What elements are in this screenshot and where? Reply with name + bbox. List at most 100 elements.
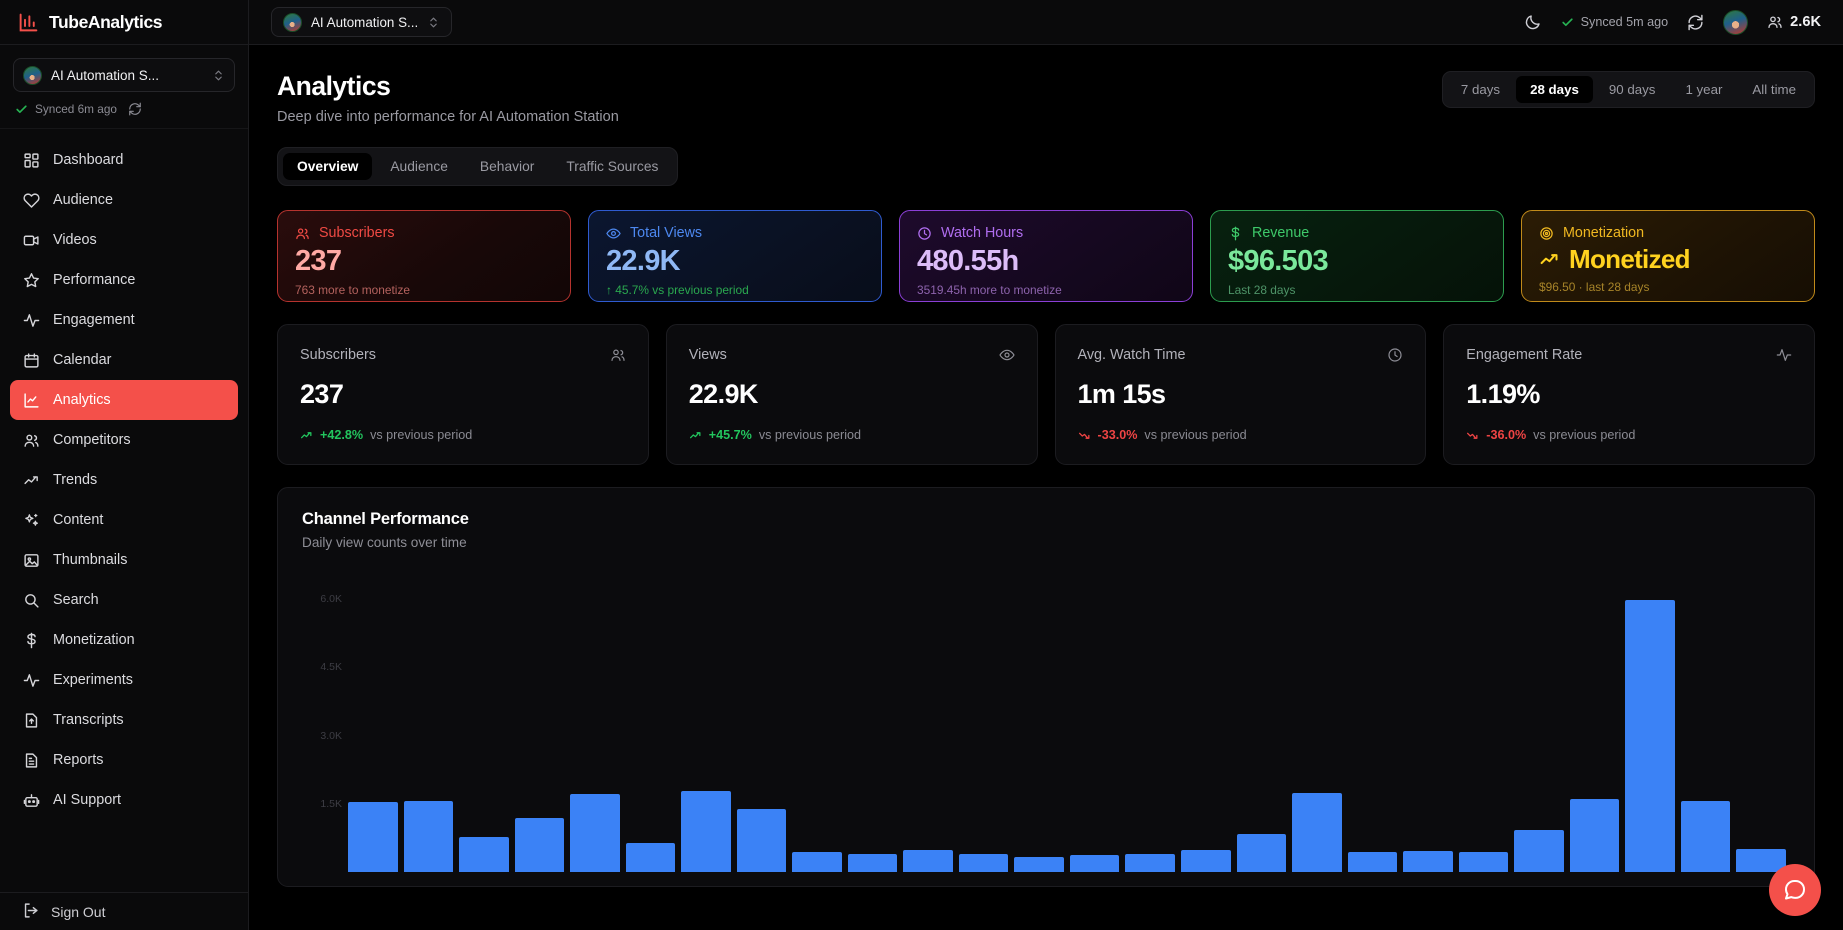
chart-bar[interactable] [570, 793, 620, 872]
sidebar-nav: Dashboard Audience Videos Performance [0, 129, 248, 892]
trending-up-icon [689, 429, 702, 442]
stat-card-delta-note: vs previous period [370, 428, 473, 442]
sidebar-item-engagement[interactable]: Engagement [10, 300, 238, 340]
chart-bar[interactable] [1014, 857, 1064, 872]
range-button-1-year[interactable]: 1 year [1685, 82, 1723, 97]
sidebar-item-transcripts[interactable]: Transcripts [10, 700, 238, 740]
chart-bar[interactable] [1069, 855, 1120, 872]
chart-bar[interactable] [403, 801, 454, 872]
sidebar-item-trends[interactable]: Trends [10, 460, 238, 500]
hero-card-subscribers[interactable]: Subscribers 237 763 more to monetize [277, 210, 571, 302]
stat-card-delta-value: -36.0% [1486, 428, 1527, 442]
chart-bar[interactable] [1625, 600, 1675, 872]
chart-bar[interactable] [958, 854, 1009, 872]
hero-card-total-views[interactable]: Total Views 22.9K ↑ 45.7% vs previous pe… [588, 210, 882, 302]
chart-bar[interactable] [1514, 830, 1564, 872]
channel-avatar [283, 12, 302, 32]
sidebar-item-experiments[interactable]: Experiments [10, 660, 238, 700]
hero-card-revenue[interactable]: Revenue $96.503 Last 28 days [1210, 210, 1504, 302]
stat-card-header: Views [689, 347, 1015, 363]
robot-icon [22, 791, 40, 809]
hero-card-label: Watch Hours [941, 225, 1024, 241]
stat-card-avg-watch-time: Avg. Watch Time 1m 15s -33.0% vs previou… [1054, 324, 1427, 465]
hero-card-label: Revenue [1252, 225, 1310, 241]
brand[interactable]: TubeAnalytics [0, 0, 248, 45]
hero-card-watch-hours[interactable]: Watch Hours 480.55h 3519.45h more to mon… [899, 210, 1193, 302]
stat-card-value: 22.9K [688, 379, 759, 409]
chat-support-button[interactable] [1769, 864, 1821, 916]
chart-bar[interactable] [847, 853, 898, 872]
chart-bar[interactable] [792, 851, 842, 872]
sidebar-item-label: Transcripts [53, 712, 124, 728]
hero-card-header: Watch Hours [917, 225, 1175, 241]
chart-bar[interactable] [1458, 852, 1509, 872]
sidebar-item-audience[interactable]: Audience [10, 180, 238, 220]
chart-bar[interactable] [348, 801, 398, 872]
chart-bar[interactable] [1292, 793, 1342, 872]
hero-card-monetization[interactable]: Monetization Monetized $96.50 · last 28 … [1521, 210, 1815, 302]
tab-audience[interactable]: Audience [390, 159, 448, 174]
sidebar-item-performance[interactable]: Performance [10, 260, 238, 300]
chart-y-tick-label: 6.0K [320, 593, 342, 606]
chart-bar[interactable] [1680, 801, 1731, 872]
stat-card-delta: +42.8% vs previous period [300, 428, 626, 442]
chart-bar[interactable] [1569, 799, 1620, 872]
tab-traffic-sources[interactable]: Traffic Sources [566, 159, 659, 174]
tab-behavior[interactable]: Behavior [479, 159, 535, 174]
chart-bar[interactable] [1180, 850, 1231, 872]
sidebar-item-label: Calendar [53, 352, 112, 368]
chart-bar[interactable] [1403, 851, 1453, 872]
chart-bar[interactable] [1125, 853, 1175, 872]
hero-card-value: 22.9K [606, 245, 681, 277]
chart-bar[interactable] [903, 850, 953, 872]
range-button-90-days[interactable]: 90 days [1608, 82, 1656, 97]
grid-icon [22, 151, 40, 169]
sidebar-item-search[interactable]: Search [10, 580, 238, 620]
sidebar-item-sign-out[interactable]: Sign Out [0, 892, 248, 930]
tab-overview[interactable]: Overview [283, 153, 373, 180]
stat-card-header: Engagement Rate [1466, 347, 1792, 363]
dollar-icon [22, 631, 40, 649]
sidebar-item-analytics[interactable]: Analytics [10, 380, 238, 420]
sidebar-item-monetization[interactable]: Monetization [10, 620, 238, 660]
chart-bar[interactable] [681, 791, 731, 872]
stat-cards: Subscribers 237 +42.8% vs previous perio… [277, 324, 1815, 465]
hero-card-header: Subscribers [295, 225, 553, 241]
sidebar-item-competitors[interactable]: Competitors [10, 420, 238, 460]
topbar-channel-switcher[interactable]: AI Automation S... [271, 7, 453, 37]
stat-card-value: 1m 15s [1077, 379, 1167, 409]
refresh-icon[interactable] [1687, 14, 1704, 31]
topbar: AI Automation S... Synced 5m ago [249, 0, 1843, 45]
chart-y-tick-label: 4.5K [320, 661, 342, 674]
hero-card-note: ↑ 45.7% vs previous period [606, 283, 749, 298]
sidebar-item-label: Monetization [53, 632, 135, 648]
chevron-up-down-icon [427, 16, 440, 29]
sidebar-item-thumbnails[interactable]: Thumbnails [10, 540, 238, 580]
sidebar-item-videos[interactable]: Videos [10, 220, 238, 260]
moon-icon[interactable] [1524, 13, 1542, 31]
users-icon [610, 347, 626, 363]
target-icon [1539, 226, 1554, 241]
sidebar-item-calendar[interactable]: Calendar [10, 340, 238, 380]
chart-bar[interactable] [514, 818, 565, 872]
chart-bar[interactable] [625, 843, 676, 872]
chart-bar[interactable] [736, 809, 787, 872]
sidebar-item-content[interactable]: Content [10, 500, 238, 540]
sidebar-channel-switcher[interactable]: AI Automation S... [13, 58, 235, 92]
range-button-28-days[interactable]: 28 days [1516, 76, 1593, 103]
chart-bar[interactable] [1347, 852, 1398, 872]
chart-bar[interactable] [1236, 833, 1287, 872]
sidebar-item-reports[interactable]: Reports [10, 740, 238, 780]
sidebar-item-ai-support[interactable]: AI Support [10, 780, 238, 820]
sidebar-item-dashboard[interactable]: Dashboard [10, 140, 238, 180]
chart-bar[interactable] [1736, 849, 1786, 872]
line-chart-icon [22, 391, 40, 409]
range-button-7-days[interactable]: 7 days [1460, 82, 1501, 97]
sidebar-item-label: Performance [53, 272, 136, 288]
hero-card-note: Last 28 days [1228, 283, 1296, 298]
chart-bar[interactable] [459, 837, 509, 872]
refresh-icon[interactable] [128, 102, 142, 116]
avatar[interactable] [1723, 9, 1749, 35]
range-button-all-time[interactable]: All time [1752, 82, 1796, 97]
sidebar-item-label: Videos [53, 232, 97, 248]
